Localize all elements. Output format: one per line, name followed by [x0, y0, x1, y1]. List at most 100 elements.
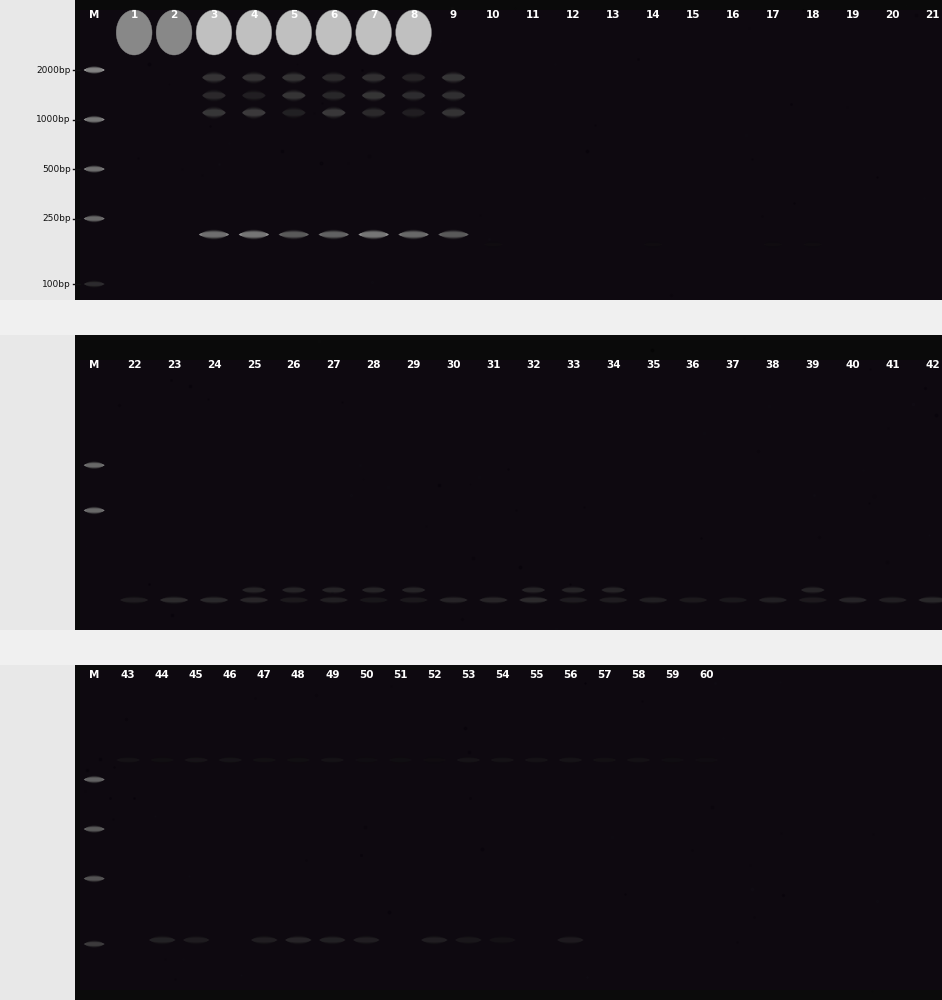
Ellipse shape [86, 165, 103, 173]
Ellipse shape [561, 596, 585, 604]
Ellipse shape [521, 596, 545, 604]
Ellipse shape [802, 587, 824, 593]
Ellipse shape [324, 90, 344, 101]
Ellipse shape [423, 936, 446, 944]
Text: 20: 20 [885, 10, 900, 20]
Ellipse shape [161, 597, 187, 603]
Ellipse shape [485, 242, 502, 247]
Ellipse shape [442, 110, 465, 116]
Ellipse shape [84, 827, 105, 831]
Ellipse shape [156, 10, 192, 55]
Ellipse shape [243, 91, 265, 100]
Ellipse shape [364, 72, 383, 83]
Ellipse shape [322, 757, 343, 763]
Ellipse shape [287, 758, 310, 762]
Text: 21: 21 [925, 10, 940, 20]
Ellipse shape [85, 117, 104, 122]
Ellipse shape [122, 597, 147, 603]
Ellipse shape [86, 941, 103, 947]
Ellipse shape [319, 598, 348, 602]
Ellipse shape [390, 757, 411, 763]
Text: 49: 49 [325, 670, 339, 680]
Ellipse shape [485, 242, 501, 247]
Ellipse shape [204, 72, 224, 83]
Ellipse shape [360, 231, 387, 238]
Text: 51: 51 [393, 670, 408, 680]
Ellipse shape [85, 68, 104, 72]
Ellipse shape [560, 936, 581, 944]
Ellipse shape [280, 232, 308, 237]
Text: 53: 53 [462, 670, 476, 680]
Ellipse shape [595, 756, 614, 764]
Ellipse shape [458, 757, 479, 763]
Ellipse shape [561, 756, 580, 764]
Ellipse shape [443, 108, 464, 118]
Ellipse shape [203, 109, 225, 117]
Ellipse shape [324, 106, 343, 119]
Text: 4: 4 [251, 10, 257, 20]
Ellipse shape [524, 586, 544, 594]
Ellipse shape [86, 66, 103, 74]
Ellipse shape [282, 75, 305, 81]
Ellipse shape [318, 232, 349, 237]
Ellipse shape [363, 587, 384, 593]
Ellipse shape [282, 92, 305, 98]
Ellipse shape [804, 243, 821, 246]
Ellipse shape [522, 596, 544, 604]
Ellipse shape [442, 230, 465, 239]
Ellipse shape [85, 462, 104, 468]
Text: 60: 60 [699, 670, 714, 680]
Ellipse shape [284, 586, 303, 594]
Text: 7: 7 [370, 10, 378, 20]
Ellipse shape [800, 597, 826, 603]
Ellipse shape [444, 90, 463, 101]
Ellipse shape [403, 72, 424, 83]
Ellipse shape [402, 92, 426, 98]
Ellipse shape [444, 72, 463, 83]
Ellipse shape [457, 758, 480, 762]
Ellipse shape [152, 935, 172, 945]
Ellipse shape [400, 231, 427, 238]
Ellipse shape [85, 827, 104, 831]
Ellipse shape [286, 758, 310, 762]
Ellipse shape [322, 596, 346, 604]
Ellipse shape [401, 230, 426, 239]
Ellipse shape [283, 92, 305, 99]
Ellipse shape [163, 596, 186, 604]
Ellipse shape [480, 597, 507, 603]
Text: 6: 6 [330, 10, 337, 20]
Ellipse shape [284, 587, 304, 593]
Ellipse shape [84, 509, 105, 512]
Ellipse shape [281, 597, 306, 603]
Ellipse shape [402, 110, 426, 116]
Ellipse shape [84, 68, 105, 72]
Ellipse shape [359, 232, 388, 237]
Text: 19: 19 [846, 10, 860, 20]
Ellipse shape [323, 756, 342, 764]
Ellipse shape [121, 597, 148, 603]
Ellipse shape [361, 230, 386, 239]
Ellipse shape [641, 597, 666, 603]
Ellipse shape [324, 72, 344, 83]
Ellipse shape [85, 166, 104, 172]
Ellipse shape [242, 588, 266, 592]
Ellipse shape [593, 758, 616, 762]
Ellipse shape [220, 756, 239, 764]
Ellipse shape [398, 232, 429, 237]
Ellipse shape [639, 598, 667, 602]
Ellipse shape [390, 757, 411, 763]
Ellipse shape [252, 758, 276, 762]
Ellipse shape [243, 587, 265, 593]
Ellipse shape [324, 107, 344, 118]
Ellipse shape [803, 587, 823, 593]
Ellipse shape [803, 586, 822, 594]
Ellipse shape [457, 936, 480, 944]
Ellipse shape [284, 108, 304, 118]
Ellipse shape [281, 230, 307, 239]
Ellipse shape [202, 597, 227, 603]
Ellipse shape [353, 938, 380, 942]
Ellipse shape [719, 598, 747, 602]
Ellipse shape [602, 596, 625, 604]
Ellipse shape [401, 596, 426, 604]
Ellipse shape [490, 937, 515, 943]
